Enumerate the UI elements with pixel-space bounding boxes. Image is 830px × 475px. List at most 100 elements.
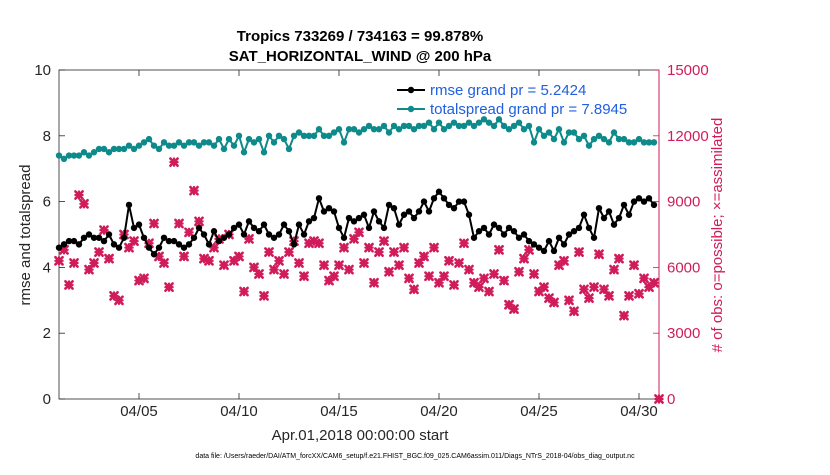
rmse-point <box>90 234 98 241</box>
obs-point <box>174 218 184 229</box>
totalspread-point <box>90 149 98 156</box>
totalspread-point <box>595 132 603 139</box>
obs-point <box>629 260 639 271</box>
obs-point <box>624 291 634 301</box>
rmse-point <box>285 228 293 235</box>
totalspread-point <box>220 145 228 153</box>
x-tick-label: 04/15 <box>320 403 358 420</box>
obs-point <box>394 260 404 271</box>
rmse-point <box>175 241 183 248</box>
rmse-point <box>370 208 378 215</box>
rmse-point <box>325 204 333 212</box>
totalspread-point <box>275 132 283 139</box>
rmse-point <box>510 228 518 235</box>
obs-point <box>79 198 89 209</box>
rmse-point <box>570 228 578 235</box>
rmse-point <box>615 214 623 222</box>
totalspread-point <box>85 152 93 159</box>
obs-point <box>204 255 214 266</box>
totalspread-point <box>340 139 348 146</box>
totalspread-point <box>500 122 508 130</box>
totalspread-point <box>315 126 323 133</box>
obs-point <box>384 266 394 277</box>
totalspread-point <box>110 145 118 153</box>
rmse-point <box>540 247 548 255</box>
totalspread-point <box>235 132 243 139</box>
totalspread-point <box>245 135 253 143</box>
totalspread-point <box>165 142 173 149</box>
rmse-point <box>255 228 263 235</box>
obs-point <box>489 269 499 279</box>
y2-axis-label: # of obs: o=possible; ×=assimilated <box>709 118 726 353</box>
obs-point <box>459 238 469 249</box>
totalspread-point <box>510 122 518 130</box>
obs-point <box>184 227 194 238</box>
rmse-point <box>460 198 468 205</box>
totalspread-point <box>405 122 413 130</box>
rmse-point <box>485 231 493 238</box>
obs-point <box>444 255 454 266</box>
y-tick-label: 0 <box>43 391 51 408</box>
totalspread-point <box>550 135 558 143</box>
obs-point <box>634 288 644 299</box>
totalspread-point <box>545 129 553 136</box>
obs-point <box>449 280 459 290</box>
footnote: data file: /Users/raeder/DAI/ATM_forcXX/… <box>195 453 635 460</box>
obs-point <box>99 225 109 236</box>
totalspread-point <box>570 129 578 136</box>
rmse-point <box>205 241 213 248</box>
obs-point <box>464 264 474 275</box>
obs-point <box>484 286 494 297</box>
obs-point <box>264 247 274 257</box>
obs-point <box>594 249 604 260</box>
y-axis-label: rmse and totalspread <box>17 165 34 306</box>
totalspread-point <box>150 142 158 149</box>
totalspread-point <box>605 139 613 146</box>
totalspread-point <box>495 116 503 123</box>
totalspread-point <box>75 152 83 159</box>
rmse-point <box>560 241 568 248</box>
obs-point <box>254 269 264 279</box>
totalspread-point <box>395 126 403 133</box>
totalspread-point <box>145 135 153 143</box>
totalspread-point <box>180 142 188 149</box>
totalspread-point <box>590 135 598 143</box>
obs-point <box>244 233 254 244</box>
y-tick-label: 10 <box>34 62 51 79</box>
rmse-point <box>280 221 288 228</box>
rmse-point <box>135 221 143 228</box>
rmse-point <box>520 231 528 238</box>
totalspread-point <box>115 145 123 153</box>
totalspread-point <box>250 139 258 146</box>
totalspread-point <box>425 119 433 126</box>
rmse-point <box>165 237 173 245</box>
rmse-point <box>635 195 643 202</box>
rmse-point <box>435 188 443 195</box>
rmse-point <box>430 195 438 202</box>
obs-point <box>274 255 284 266</box>
obs-point <box>434 277 444 288</box>
totalspread-point <box>335 126 343 133</box>
chart-title: Tropics 733269 / 734163 = 99.878% <box>237 28 483 45</box>
totalspread-point <box>520 126 528 133</box>
obs-point <box>239 286 249 297</box>
y2-tick-label: 12000 <box>667 128 709 145</box>
totalspread-point <box>515 119 523 126</box>
obs-point <box>479 273 489 284</box>
rmse-point <box>525 237 533 245</box>
rmse-point <box>480 224 488 232</box>
chart-subtitle: SAT_HORIZONTAL_WIND @ 200 hPa <box>229 48 492 65</box>
y2-tick-label: 6000 <box>667 259 700 276</box>
obs-point <box>654 394 664 404</box>
rmse-point <box>100 237 108 245</box>
totalspread-point <box>200 139 208 146</box>
obs-point <box>284 247 294 257</box>
obs-point <box>589 282 599 293</box>
totalspread-point <box>470 122 478 130</box>
rmse-point <box>245 218 253 225</box>
totalspread-point <box>240 149 248 156</box>
obs-point <box>529 269 539 279</box>
totalspread-point <box>325 132 333 139</box>
totalspread-point <box>80 149 88 156</box>
totalspread-point <box>555 126 563 133</box>
